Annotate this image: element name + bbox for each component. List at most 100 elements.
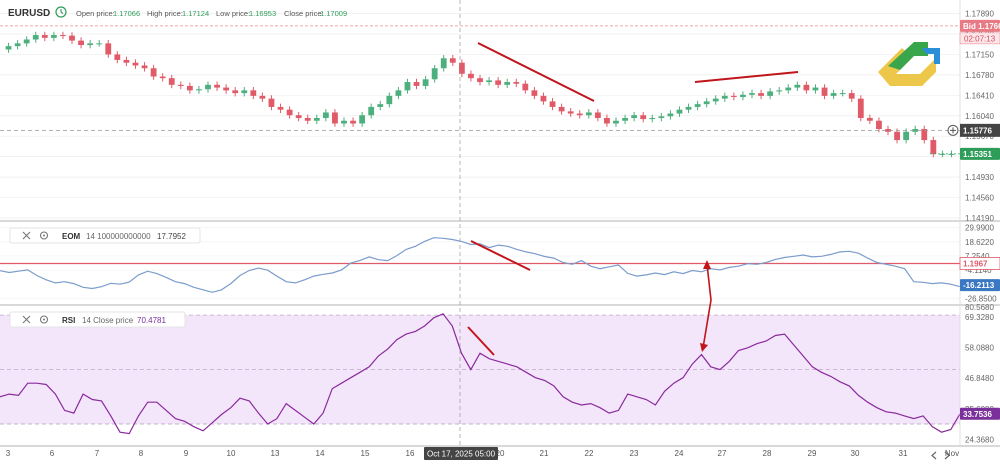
candle[interactable] <box>767 88 774 100</box>
candle[interactable] <box>558 103 565 115</box>
candle[interactable] <box>794 81 801 91</box>
candle[interactable] <box>50 31 57 42</box>
candle[interactable] <box>313 114 320 125</box>
candle[interactable] <box>196 85 202 94</box>
candle[interactable] <box>776 87 783 95</box>
candle[interactable] <box>322 109 329 122</box>
candle[interactable] <box>649 114 656 123</box>
candle[interactable] <box>150 64 157 80</box>
candle[interactable] <box>912 125 919 136</box>
candle[interactable] <box>594 109 601 122</box>
candle[interactable] <box>359 111 366 127</box>
candle[interactable] <box>386 92 393 108</box>
candle[interactable] <box>458 59 465 78</box>
candle[interactable] <box>123 56 130 67</box>
candle[interactable] <box>332 109 338 127</box>
candle[interactable] <box>676 106 683 117</box>
candle[interactable] <box>350 117 356 127</box>
candle[interactable] <box>413 78 420 90</box>
candle[interactable] <box>232 87 239 97</box>
candle[interactable] <box>168 74 175 89</box>
candle[interactable] <box>477 74 483 86</box>
candle[interactable] <box>295 111 302 122</box>
candle[interactable] <box>803 81 810 94</box>
candle[interactable] <box>930 136 937 158</box>
candle[interactable] <box>105 40 112 58</box>
candle[interactable] <box>341 117 347 127</box>
candle[interactable] <box>404 78 411 94</box>
candle[interactable] <box>785 84 792 94</box>
candle[interactable] <box>730 92 737 101</box>
candle[interactable] <box>449 54 456 67</box>
candle[interactable] <box>876 117 882 133</box>
candle[interactable] <box>422 75 429 90</box>
candle[interactable] <box>622 114 628 125</box>
candle[interactable] <box>377 100 384 111</box>
candle[interactable] <box>903 128 910 144</box>
candle[interactable] <box>78 37 84 49</box>
candle[interactable] <box>440 54 447 72</box>
candle[interactable] <box>812 84 819 94</box>
candle[interactable] <box>60 31 66 39</box>
candle[interactable] <box>5 42 12 53</box>
candle[interactable] <box>286 106 293 119</box>
candle[interactable] <box>495 77 502 89</box>
candle[interactable] <box>41 31 48 42</box>
rsi-pane[interactable]: 80.568069.328058.088046.848035.608024.36… <box>0 303 994 444</box>
candle[interactable] <box>839 89 846 97</box>
candle[interactable] <box>540 92 547 105</box>
candle[interactable] <box>32 31 39 43</box>
plus-icon[interactable] <box>947 124 959 136</box>
candle[interactable] <box>96 40 103 47</box>
candle[interactable] <box>721 92 728 102</box>
candle[interactable] <box>223 84 230 94</box>
candle[interactable] <box>703 98 710 108</box>
candle[interactable] <box>250 87 257 100</box>
candle[interactable] <box>658 113 665 122</box>
candle[interactable] <box>531 87 538 100</box>
candle[interactable] <box>87 40 94 49</box>
price-pane[interactable]: 1.178901.175201.171501.167801.164101.160… <box>0 10 994 223</box>
candle[interactable] <box>522 80 529 94</box>
candle[interactable] <box>259 92 266 102</box>
candle[interactable] <box>712 95 719 105</box>
chevron-right-icon[interactable] <box>944 451 950 460</box>
chevron-left-icon[interactable] <box>931 451 937 460</box>
candle[interactable] <box>214 81 220 91</box>
candle[interactable] <box>758 89 764 100</box>
candle[interactable] <box>631 111 638 122</box>
candle[interactable] <box>921 125 928 144</box>
eom-pane[interactable]: 29.9900 18.6220 7.2540 -4.1140 -26.8500 <box>0 224 997 304</box>
candle[interactable] <box>640 111 647 123</box>
candle[interactable] <box>186 82 193 94</box>
candle[interactable] <box>830 89 837 100</box>
candle[interactable] <box>177 81 184 90</box>
candle[interactable] <box>685 103 692 113</box>
candle[interactable] <box>604 114 610 127</box>
candle[interactable] <box>431 64 438 83</box>
candle[interactable] <box>69 32 75 44</box>
candle[interactable] <box>749 89 755 99</box>
gear-icon[interactable] <box>39 315 49 324</box>
candle[interactable] <box>277 103 284 113</box>
close-icon[interactable] <box>22 315 31 324</box>
candle[interactable] <box>114 51 121 64</box>
close-icon[interactable] <box>22 231 31 240</box>
candle[interactable] <box>866 114 873 125</box>
candle[interactable] <box>857 95 864 122</box>
candle[interactable] <box>885 125 891 136</box>
candle[interactable] <box>14 40 21 50</box>
candle[interactable] <box>132 59 139 69</box>
candle[interactable] <box>368 103 375 119</box>
candle[interactable] <box>268 95 275 111</box>
candle[interactable] <box>549 98 556 111</box>
candle[interactable] <box>141 62 148 72</box>
candle[interactable] <box>567 108 574 117</box>
candle[interactable] <box>241 87 248 97</box>
candle[interactable] <box>395 87 402 100</box>
symbol-name[interactable]: EURUSD <box>8 8 50 19</box>
candle[interactable] <box>504 78 511 89</box>
candle[interactable] <box>468 70 474 82</box>
candle[interactable] <box>23 36 30 47</box>
